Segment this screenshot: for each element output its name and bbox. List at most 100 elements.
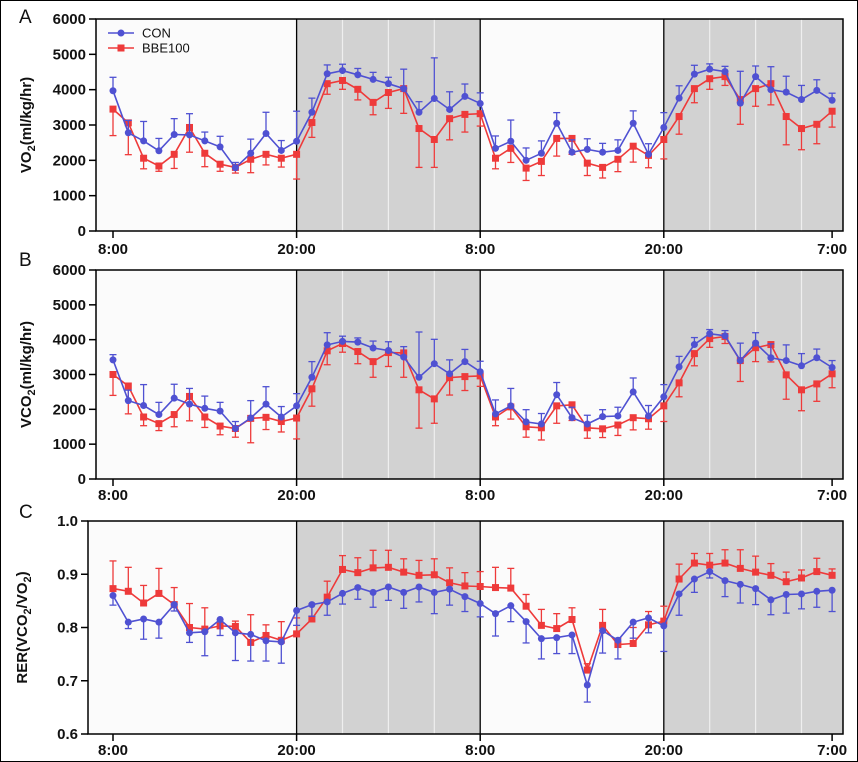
con-data-point xyxy=(140,615,148,623)
x-tick-label: 7:00 xyxy=(817,487,847,504)
bbe100-data-point xyxy=(629,142,637,150)
con-data-point xyxy=(476,368,484,376)
con-data-point xyxy=(384,80,392,88)
con-data-point xyxy=(323,70,331,78)
con-data-point xyxy=(277,638,285,646)
con-data-point xyxy=(492,410,499,418)
con-data-point xyxy=(109,356,117,364)
con-data-point xyxy=(599,148,607,156)
bbe100-data-point xyxy=(599,621,607,629)
bbe100-data-point xyxy=(201,149,209,157)
bbe100-data-point xyxy=(354,348,362,356)
con-data-point xyxy=(323,341,331,349)
con-data-point xyxy=(813,354,821,362)
y-tick-label: 4000 xyxy=(53,332,86,349)
con-data-point xyxy=(354,338,362,346)
bbe100-data-point xyxy=(446,115,454,123)
bbe100-data-point xyxy=(507,144,515,152)
bbe100-data-point xyxy=(798,386,805,394)
con-data-point xyxy=(706,65,714,73)
bbe100-data-point xyxy=(461,582,469,590)
con-data-point xyxy=(522,418,530,426)
con-data-point xyxy=(262,129,270,137)
con-data-point xyxy=(660,393,668,401)
bbe100-data-point xyxy=(706,335,714,343)
bbe100-data-point xyxy=(308,385,316,393)
bbe100-data-point xyxy=(277,418,285,426)
bbe100-data-point xyxy=(706,561,714,569)
bbe100-data-point xyxy=(430,135,438,143)
con-data-point xyxy=(308,373,316,381)
con-data-point xyxy=(476,600,484,608)
bbe100-data-point xyxy=(583,424,591,432)
con-data-point xyxy=(583,681,591,689)
y-tick-label: 5000 xyxy=(53,46,86,63)
y-tick-label: 0.9 xyxy=(57,566,78,583)
con-data-point xyxy=(186,400,193,408)
bbe100-data-point xyxy=(109,585,117,593)
con-data-point xyxy=(736,580,744,588)
bbe100-data-point xyxy=(798,574,805,582)
bbe100-data-point xyxy=(277,154,285,162)
con-data-point xyxy=(629,618,637,626)
bbe100-data-point xyxy=(721,559,729,567)
bbe100-data-point xyxy=(752,85,760,93)
bbe100-data-point xyxy=(568,134,576,142)
y-tick-label: 6000 xyxy=(53,262,86,279)
x-tick-label: 8:00 xyxy=(465,487,495,504)
bbe100-data-point xyxy=(247,155,255,163)
bbe100-data-point xyxy=(568,616,576,624)
bbe100-data-point xyxy=(369,564,377,572)
con-data-point xyxy=(492,610,499,618)
con-data-point xyxy=(660,622,668,630)
con-data-point xyxy=(675,94,683,102)
con-data-point xyxy=(721,577,729,585)
bbe100-data-point xyxy=(446,374,454,382)
con-data-point xyxy=(736,357,744,365)
y-tick-label: 6000 xyxy=(53,11,86,28)
con-data-point xyxy=(537,149,545,157)
bbe100-data-point xyxy=(553,625,561,633)
legend-con-marker xyxy=(117,29,125,37)
con-data-point xyxy=(767,596,775,604)
x-tick-label: 20:00 xyxy=(277,241,315,258)
bbe100-data-point xyxy=(323,347,331,355)
con-data-point xyxy=(308,108,316,116)
con-data-point xyxy=(461,358,469,366)
x-tick-label: 7:00 xyxy=(817,742,847,759)
con-data-point xyxy=(752,73,760,81)
con-data-point xyxy=(568,148,576,156)
con-data-point xyxy=(782,590,790,598)
bbe100-data-point xyxy=(170,411,178,419)
con-data-point xyxy=(537,420,545,428)
bbe100-data-point xyxy=(660,135,668,143)
bbe100-data-point xyxy=(706,75,714,83)
bbe100-data-point xyxy=(186,624,193,631)
bbe100-data-point xyxy=(522,423,530,431)
x-tick-label: 8:00 xyxy=(98,742,128,759)
con-data-point xyxy=(798,96,805,104)
bbe100-data-point xyxy=(522,602,530,610)
bbe100-data-point xyxy=(629,639,637,647)
y-tick-label: 0.8 xyxy=(57,620,78,637)
con-data-point xyxy=(568,414,576,422)
bbe100-data-point xyxy=(308,615,316,623)
y-tick-label: 4000 xyxy=(53,82,86,99)
con-data-point xyxy=(308,601,316,609)
con-data-point xyxy=(752,339,760,347)
bbe100-data-point xyxy=(155,589,163,597)
con-data-point xyxy=(645,614,652,622)
y-axis-title: VO2(ml/kg/hr) xyxy=(18,77,38,173)
bbe100-data-point xyxy=(384,88,392,96)
con-data-point xyxy=(170,601,178,609)
bbe100-data-point xyxy=(798,125,805,133)
bbe100-data-point xyxy=(339,565,346,573)
bbe100-data-point xyxy=(446,579,454,587)
bbe100-data-point xyxy=(614,155,622,163)
con-data-point xyxy=(767,86,775,94)
bbe100-data-point xyxy=(201,413,209,421)
panel-B: 0 1000 2000 3000 4000 5000 6000 8:00 20:00 8:00 20… xyxy=(18,250,847,504)
con-data-point xyxy=(599,627,607,635)
bbe100-data-point xyxy=(109,105,117,113)
